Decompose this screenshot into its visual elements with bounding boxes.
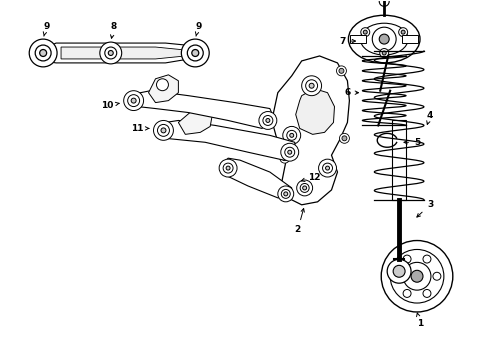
Text: 4: 4 xyxy=(427,111,433,125)
Circle shape xyxy=(157,125,170,136)
Polygon shape xyxy=(129,91,275,129)
Circle shape xyxy=(287,130,297,140)
Circle shape xyxy=(399,28,408,37)
Text: 2: 2 xyxy=(294,208,304,234)
Circle shape xyxy=(223,163,233,173)
Circle shape xyxy=(403,262,431,290)
Polygon shape xyxy=(61,47,185,59)
Circle shape xyxy=(393,265,405,277)
Circle shape xyxy=(35,45,51,61)
Text: 10: 10 xyxy=(101,101,119,110)
Circle shape xyxy=(284,192,288,196)
Circle shape xyxy=(282,156,287,161)
Circle shape xyxy=(361,28,370,37)
Text: 7: 7 xyxy=(340,37,355,46)
Text: 12: 12 xyxy=(301,172,320,181)
Text: 1: 1 xyxy=(416,313,423,328)
Circle shape xyxy=(266,118,270,122)
Polygon shape xyxy=(402,35,418,43)
Circle shape xyxy=(403,289,411,297)
Circle shape xyxy=(285,147,294,157)
Text: 3: 3 xyxy=(417,200,433,217)
Circle shape xyxy=(297,180,313,196)
Circle shape xyxy=(181,39,209,67)
Circle shape xyxy=(153,121,173,140)
Circle shape xyxy=(401,30,405,34)
Circle shape xyxy=(423,255,431,263)
Polygon shape xyxy=(350,35,367,43)
Circle shape xyxy=(393,272,401,280)
Polygon shape xyxy=(272,56,349,205)
Circle shape xyxy=(123,91,144,111)
Polygon shape xyxy=(158,121,295,160)
Text: 9: 9 xyxy=(196,22,202,36)
Circle shape xyxy=(278,186,294,202)
Circle shape xyxy=(380,49,389,58)
Circle shape xyxy=(379,34,389,44)
Text: 11: 11 xyxy=(131,124,149,133)
Polygon shape xyxy=(222,158,292,198)
Circle shape xyxy=(263,116,273,125)
Ellipse shape xyxy=(360,23,408,55)
Polygon shape xyxy=(148,75,178,103)
Circle shape xyxy=(226,166,230,170)
Circle shape xyxy=(29,39,57,67)
Circle shape xyxy=(325,166,329,170)
Circle shape xyxy=(280,153,290,163)
Polygon shape xyxy=(43,43,196,63)
Circle shape xyxy=(192,50,199,57)
Circle shape xyxy=(340,133,349,143)
Polygon shape xyxy=(295,89,335,134)
Circle shape xyxy=(387,260,411,283)
Circle shape xyxy=(131,98,136,103)
Circle shape xyxy=(290,133,294,137)
Ellipse shape xyxy=(348,15,420,63)
Circle shape xyxy=(219,159,237,177)
Circle shape xyxy=(303,186,307,190)
Circle shape xyxy=(433,272,441,280)
Circle shape xyxy=(423,289,431,297)
Circle shape xyxy=(281,143,299,161)
Circle shape xyxy=(390,249,444,303)
Circle shape xyxy=(363,30,367,34)
Polygon shape xyxy=(178,109,212,134)
Text: 5: 5 xyxy=(404,138,420,147)
Circle shape xyxy=(288,150,292,154)
Circle shape xyxy=(411,270,423,282)
Circle shape xyxy=(100,42,122,64)
Circle shape xyxy=(40,50,47,57)
Circle shape xyxy=(302,76,321,96)
Circle shape xyxy=(381,240,453,312)
Circle shape xyxy=(161,128,166,133)
Text: 9: 9 xyxy=(43,22,49,36)
Text: 8: 8 xyxy=(111,22,117,38)
Circle shape xyxy=(283,126,301,144)
Circle shape xyxy=(259,112,277,129)
Circle shape xyxy=(339,68,344,73)
Circle shape xyxy=(105,47,117,59)
Polygon shape xyxy=(392,121,406,200)
Circle shape xyxy=(342,136,347,141)
Circle shape xyxy=(128,95,140,107)
Circle shape xyxy=(403,255,411,263)
Text: 6: 6 xyxy=(344,88,359,97)
Circle shape xyxy=(187,45,203,61)
Circle shape xyxy=(337,66,346,76)
Circle shape xyxy=(379,0,389,6)
Circle shape xyxy=(108,50,113,55)
Circle shape xyxy=(156,79,169,91)
Circle shape xyxy=(382,51,386,55)
Circle shape xyxy=(309,83,314,88)
Circle shape xyxy=(281,189,290,198)
Circle shape xyxy=(306,80,318,92)
Circle shape xyxy=(322,163,333,173)
Circle shape xyxy=(318,159,337,177)
Circle shape xyxy=(372,27,396,51)
Circle shape xyxy=(300,184,309,192)
